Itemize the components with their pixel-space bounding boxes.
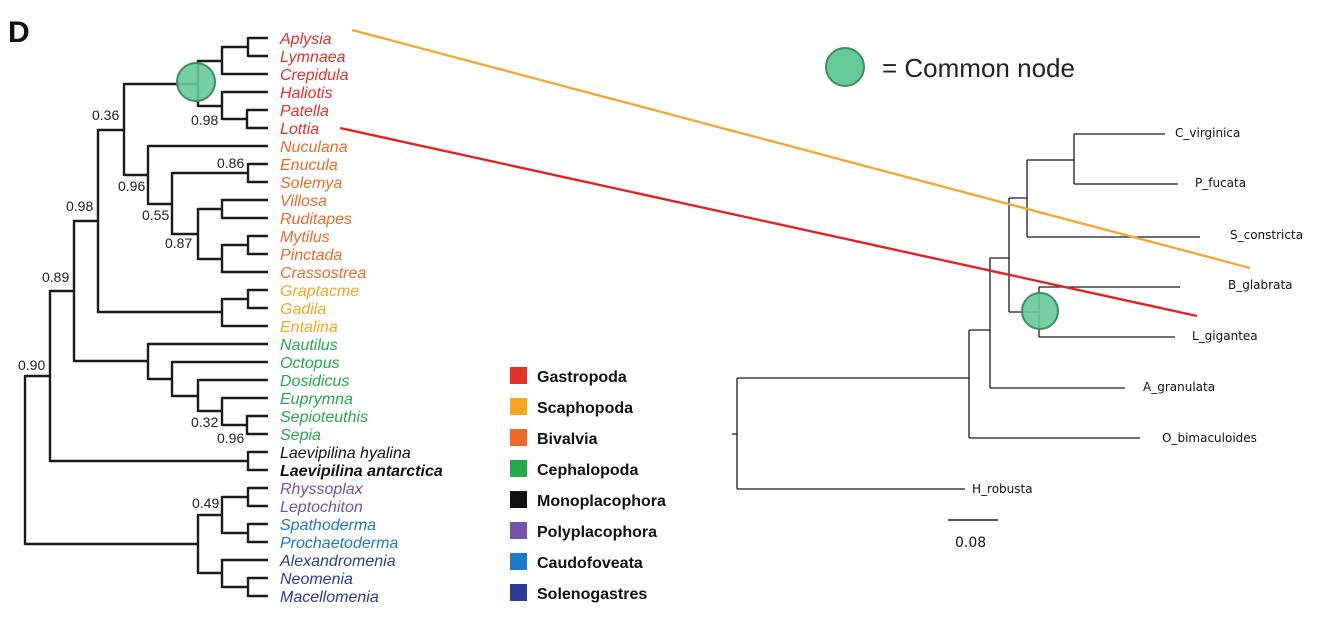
legend-swatch xyxy=(510,367,527,384)
taxon-label: Alexandromenia xyxy=(279,553,396,570)
taxon-label: Graptacme xyxy=(280,283,359,300)
legend-label: Caudofoveata xyxy=(537,555,643,572)
taxon-label: Solemya xyxy=(280,175,342,192)
taxon-label: Laevipilina antarctica xyxy=(280,463,443,480)
lottia-connector-line xyxy=(339,126,1198,318)
support-value: 0.96 xyxy=(118,178,145,194)
support-value: 0.89 xyxy=(42,269,69,285)
right-taxon-label: S_constricta xyxy=(1230,228,1303,242)
taxon-label: Nautilus xyxy=(280,337,338,354)
taxon-label: Lymnaea xyxy=(280,49,346,66)
legend-swatch xyxy=(510,491,527,508)
taxon-label: Spathoderma xyxy=(280,517,376,534)
taxon-label: Crassostrea xyxy=(280,265,366,282)
taxon-label: Villosa xyxy=(280,193,327,210)
taxon-label: Aplysia xyxy=(279,31,332,48)
panel-label: D xyxy=(8,16,30,49)
legend-label: Scaphopoda xyxy=(537,400,633,417)
right-taxon-label: O_bimaculoides xyxy=(1162,431,1257,445)
taxon-label: Haliotis xyxy=(280,85,332,102)
legend-label: Solenogastres xyxy=(537,586,647,603)
legend-swatch xyxy=(510,398,527,415)
taxon-label: Leptochiton xyxy=(280,499,363,516)
legend-label: Cephalopoda xyxy=(537,462,638,479)
common-node-key-marker xyxy=(825,47,865,87)
support-value: 0.55 xyxy=(142,207,169,223)
legend-label: Bivalvia xyxy=(537,431,598,448)
taxon-label: Crepidula xyxy=(280,67,349,84)
support-value: 0.86 xyxy=(217,155,244,171)
right-taxon-label: H_robusta xyxy=(972,482,1033,496)
taxon-label: Entalina xyxy=(280,319,338,336)
taxon-label: Rhyssoplax xyxy=(280,481,364,498)
left-tree-branches xyxy=(23,36,268,598)
support-value: 0.36 xyxy=(92,107,119,123)
taxon-label: Euprymna xyxy=(280,391,353,408)
taxon-label: Sepioteuthis xyxy=(280,409,368,426)
taxon-label: Patella xyxy=(280,103,329,120)
taxon-label: Sepia xyxy=(280,427,321,444)
common-node-marker xyxy=(1021,292,1059,330)
taxon-label: Pinctada xyxy=(280,247,342,264)
right-taxon-label: B_glabrata xyxy=(1228,278,1293,292)
right-taxon-label: A_granulata xyxy=(1143,380,1215,394)
clade-legend: Gastropoda Scaphopoda Bivalvia Cephalopoda M… xyxy=(510,367,666,603)
support-value: 0.90 xyxy=(18,357,45,373)
support-value: 0.87 xyxy=(165,235,192,251)
taxon-label: Nuculana xyxy=(280,139,348,156)
common-node-label: = Common node xyxy=(882,53,1075,83)
support-value: 0.96 xyxy=(217,430,244,446)
taxon-label: Lottia xyxy=(280,121,319,138)
taxon-label: Ruditapes xyxy=(280,211,352,228)
support-value: 0.49 xyxy=(192,495,219,511)
legend-label: Polyplacophora xyxy=(537,524,657,541)
right-tree-branches xyxy=(732,133,1200,490)
right-taxon-label: C_virginica xyxy=(1175,126,1240,140)
legend-swatch xyxy=(510,429,527,446)
right-taxon-label: L_gigantea xyxy=(1192,329,1258,343)
taxon-label: Macellomenia xyxy=(280,589,379,606)
taxon-label: Enucula xyxy=(280,157,338,174)
taxon-label: Prochaetoderma xyxy=(280,535,398,552)
support-value: 0.98 xyxy=(66,198,93,214)
taxon-label: Gadila xyxy=(280,301,326,318)
left-tree-taxa: AplysiaLymnaeaCrepidulaHaliotisPatellaLo… xyxy=(279,31,443,606)
legend-swatch xyxy=(510,584,527,601)
legend-swatch xyxy=(510,522,527,539)
legend-label: Monoplacophora xyxy=(537,493,666,510)
taxon-label: Dosidicus xyxy=(280,373,349,390)
legend-swatch xyxy=(510,553,527,570)
taxon-label: Laevipilina hyalina xyxy=(280,445,411,462)
common-node-marker xyxy=(176,62,216,102)
support-values: 0.36 0.98 0.96 0.86 0.55 0.87 0.98 0.89 … xyxy=(18,107,244,511)
taxon-label: Neomenia xyxy=(280,571,353,588)
support-value: 0.98 xyxy=(191,112,218,128)
taxon-label: Mytilus xyxy=(280,229,330,246)
right-tree-taxa: C_virginica P_fucata S_constricta B_glabrat… xyxy=(972,126,1303,496)
support-value: 0.32 xyxy=(191,414,218,430)
right-taxon-label: P_fucata xyxy=(1195,176,1246,190)
taxon-label: Octopus xyxy=(280,355,340,372)
legend-swatch xyxy=(510,460,527,477)
legend-label: Gastropoda xyxy=(537,369,627,386)
scale-bar-label: 0.08 xyxy=(955,535,986,551)
aplysia-connector-line xyxy=(351,28,1251,270)
